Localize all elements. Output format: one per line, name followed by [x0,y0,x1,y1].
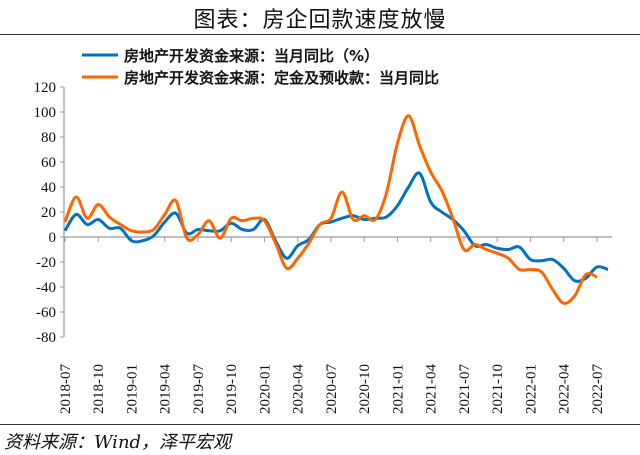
series-line-2 [63,114,598,305]
x-tick-label: 2022-04 [557,364,573,414]
y-tick-label: 0 [49,230,57,246]
x-tick-label: 2020-01 [257,364,273,414]
chart-title: 图表：房企回款速度放慢 [193,8,447,33]
x-tick-label: 2019-07 [191,364,207,414]
x-tick-label: 2021-10 [490,364,506,414]
x-tick-label: 2020-07 [324,364,340,414]
y-tick-label: 60 [41,155,56,171]
y-tick-label: 40 [41,180,56,196]
y-tick-label: 120 [34,80,57,96]
x-tick-label: 2021-04 [424,364,440,414]
y-tick-label: -40 [36,280,56,296]
legend-label-2: 房地产开发资金来源：定金及预收款：当月同比 [124,69,439,87]
y-tick-label: 100 [34,105,57,121]
y-tick-label: 20 [41,205,56,221]
source-note: 资料来源：Wind，泽平宏观 [4,432,232,453]
x-tick-label: 2020-04 [291,364,307,414]
x-tick-label: 2018-10 [91,364,107,414]
x-tick-label: 2019-10 [224,364,240,414]
x-tick-label: 2021-01 [390,364,406,414]
x-tick-label: 2020-10 [357,364,373,414]
y-tick-label: 80 [41,130,56,146]
legend-label-1: 房地产开发资金来源：当月同比（%） [124,47,379,65]
bottom-rule [0,424,640,425]
top-rule [0,34,640,35]
y-tick-label: -80 [36,330,56,346]
x-tick-label: 2019-01 [124,364,140,414]
x-tick-label: 2018-07 [58,364,74,414]
y-tick-label: -20 [36,255,56,271]
y-tick-label: -60 [36,305,56,321]
x-tick-label: 2021-07 [457,364,473,414]
x-tick-label: 2022-01 [523,364,539,414]
x-tick-label: 2019-04 [158,364,174,414]
series-line-1 [63,171,609,283]
x-tick-label: 2022-07 [590,364,606,414]
